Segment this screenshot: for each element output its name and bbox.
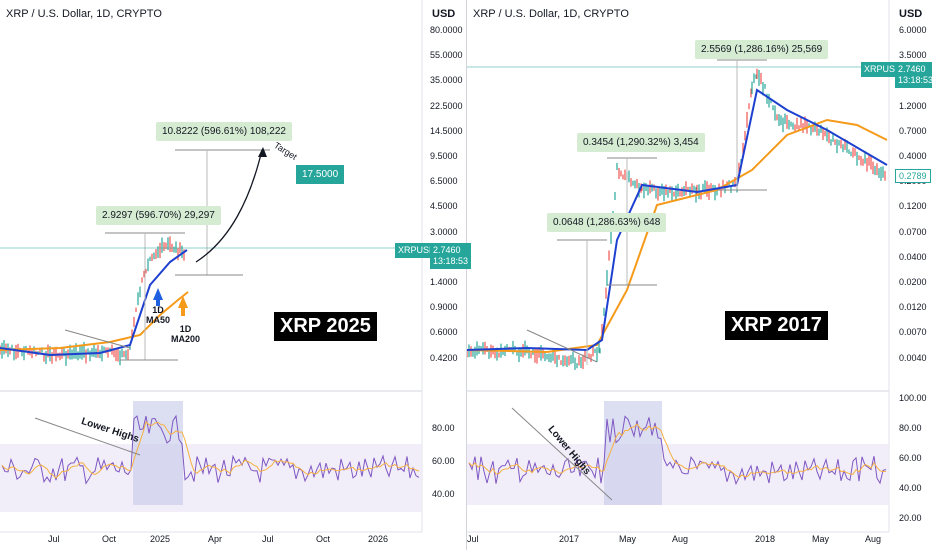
ma200-arrow-icon — [178, 296, 188, 316]
y-tick-label: 35.0000 — [430, 75, 463, 86]
y-tick-label: 6.0000 — [899, 25, 927, 35]
measure-annotation-mid: 2.9297 (596.70%) 29,297 — [96, 206, 221, 225]
price-tag-symbol: XRPUSD — [395, 243, 439, 258]
y-tick-label: 0.0200 — [899, 277, 927, 287]
x-tick-label: Jul — [262, 534, 274, 544]
chart-title: XRP / U.S. Dollar, 1D, CRYPTO — [473, 8, 629, 20]
rsi-tick-label: 80.00 — [432, 423, 455, 433]
ma200-label-line2: MA200 — [171, 334, 201, 344]
trend-line — [64, 329, 131, 349]
x-tick-label: Jul — [48, 534, 60, 544]
rsi-tick-label: 100.00 — [899, 393, 927, 403]
y-tick-label: 3.0000 — [430, 226, 458, 237]
price-tag-value: 2.7460 — [433, 245, 461, 255]
measure-annotation-top: 10.8222 (596.61%) 108,222 — [156, 122, 292, 141]
measure-annotation-top: 2.5569 (1,286.16%) 25,569 — [695, 40, 829, 59]
x-tick-label: Aug — [672, 534, 689, 544]
currency-label: USD — [899, 8, 923, 20]
x-tick-label: 2017 — [559, 534, 580, 544]
y-tick-label: 6.5000 — [430, 176, 458, 187]
x-tick-label: 2018 — [755, 534, 776, 544]
y-tick-label: 0.0400 — [899, 251, 927, 262]
left-chart-svg — [0, 0, 423, 533]
rsi-highlight-box — [604, 401, 662, 505]
rsi-band — [0, 444, 422, 512]
right-chart-panel: XRP / U.S. Dollar, 1D, CRYPTO USD 6.0000… — [467, 0, 932, 550]
y-tick-label: 4.5000 — [430, 201, 458, 212]
rsi-tick-label: 20.00 — [899, 513, 922, 523]
rsi-trend-line — [34, 417, 141, 456]
y-tick-label: 0.0700 — [899, 226, 927, 237]
x-tick-label: Apr — [208, 534, 223, 544]
rsi-tick-label: 40.00 — [899, 483, 922, 493]
chart-big-label: XRP 2025 — [274, 312, 377, 341]
ma50-label-line1: 1D — [152, 305, 164, 315]
rsi-signal-line — [468, 423, 887, 479]
x-tick-label: Oct — [316, 534, 331, 544]
y-tick-label: 0.6000 — [430, 327, 458, 338]
chart-title: XRP / U.S. Dollar, 1D, CRYPTO — [6, 8, 162, 20]
rsi-line — [1, 414, 420, 485]
y-tick-label: 55.0000 — [430, 50, 463, 61]
ma50-line — [467, 88, 888, 352]
ma200-label: 1D MA200 — [171, 324, 200, 344]
rsi-tick-label: 60.00 — [899, 453, 922, 463]
price-tag: 2.7460 13:18:53 — [895, 62, 932, 88]
ma200-label-line1: 1D — [179, 324, 192, 334]
y-tick-label: 14.5000 — [430, 125, 463, 136]
y-tick-label: 1.4000 — [430, 277, 458, 287]
rsi-trend-line — [511, 407, 613, 501]
y-tick-label: 80.0000 — [430, 25, 463, 35]
target-value-box: 17.5000 — [296, 165, 345, 184]
y-tick-label: 0.4000 — [899, 151, 927, 161]
y-tick-label: 0.7000 — [899, 125, 927, 136]
price-tag-symbol: XRPUSD — [861, 62, 905, 77]
left-chart-panel: XRP / U.S. Dollar, 1D, CRYPTO USD 80.000… — [0, 0, 472, 550]
rsi-tick-label: 80.00 — [899, 423, 922, 433]
price-tag-time: 13:18:53 — [433, 256, 469, 266]
y-tick-label: 0.1200 — [899, 201, 927, 212]
target-curve-arrow — [195, 149, 263, 263]
y-tick-label: 3.5000 — [899, 50, 927, 61]
y-tick-label: 0.0120 — [899, 302, 927, 313]
price-tag: 2.7460 13:18:53 — [430, 243, 472, 269]
x-tick-label: Jul — [467, 534, 479, 544]
rsi-signal-line — [1, 420, 420, 479]
price-tag-value: 2.7460 — [898, 64, 926, 74]
ma200-line — [0, 291, 189, 351]
measure-annotation-mid: 0.3454 (1,290.32%) 3,454 — [577, 133, 705, 152]
y-tick-label: 0.0070 — [899, 327, 927, 338]
x-tick-label: 2025 — [150, 534, 171, 544]
y-tick-label: 0.4200 — [430, 352, 458, 363]
ma50-arrow-icon — [153, 288, 163, 306]
y-tick-label: 9.5000 — [430, 151, 458, 161]
rsi-tick-label: 40.00 — [432, 489, 455, 499]
rsi-band — [467, 444, 889, 505]
x-tick-label: May — [812, 534, 830, 544]
ma50-label: 1D MA50 — [146, 305, 170, 325]
y-tick-label: 0.0040 — [899, 352, 927, 363]
x-tick-label: May — [619, 534, 637, 544]
rsi-tick-label: 60.00 — [432, 456, 455, 466]
rsi-line — [468, 415, 887, 486]
target-arrowhead — [258, 147, 267, 157]
trend-line — [526, 329, 598, 363]
ma50-line — [0, 249, 188, 357]
measure-annotation-low: 0.0648 (1,286.63%) 648 — [547, 213, 667, 232]
currency-label: USD — [432, 8, 456, 20]
x-tick-label: 2026 — [368, 534, 389, 544]
price-tag-time: 13:18:53 — [898, 75, 932, 85]
last-price-tag: 0.2789 — [895, 169, 931, 183]
x-tick-label: Aug — [865, 534, 882, 544]
ma50-label-line2: MA50 — [146, 315, 171, 325]
chart-big-label: XRP 2017 — [725, 311, 828, 340]
right-chart-svg — [467, 0, 890, 533]
x-tick-label: Oct — [102, 534, 117, 544]
y-tick-label: 0.9000 — [430, 302, 458, 313]
y-tick-label: 22.5000 — [430, 100, 463, 111]
y-tick-label: 1.2000 — [899, 100, 927, 111]
